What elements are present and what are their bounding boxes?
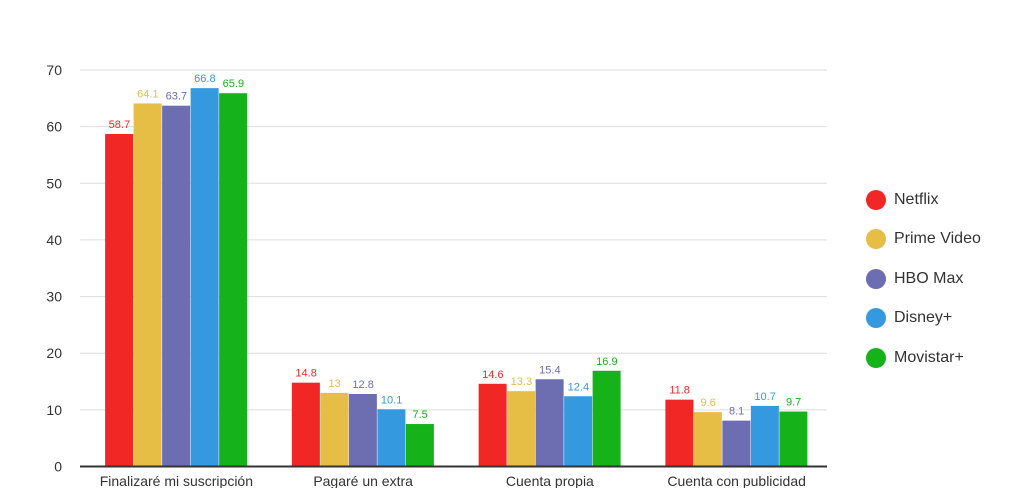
data-label: 12.8	[352, 379, 373, 391]
data-label: 66.8	[194, 73, 215, 85]
data-label: 13.3	[511, 376, 532, 388]
legend-item[interactable]: Netflix	[866, 180, 1016, 220]
legend-swatch	[866, 229, 886, 250]
data-label: 9.6	[700, 397, 715, 409]
bar-netflix	[478, 383, 507, 467]
bar-disney-	[750, 405, 779, 467]
data-label: 7.5	[412, 409, 427, 421]
bar-movistar-	[405, 424, 434, 467]
y-tick-label: 40	[46, 232, 62, 248]
bar-prime-video	[693, 412, 722, 467]
legend-label: HBO Max	[894, 269, 964, 287]
data-label: 14.6	[482, 369, 503, 381]
legend-item[interactable]: Disney+	[866, 299, 1016, 339]
bar-netflix	[665, 399, 694, 467]
bar-movistar-	[219, 93, 248, 467]
legend-swatch	[866, 189, 886, 210]
data-label: 11.8	[669, 385, 690, 397]
data-label: 13	[329, 378, 341, 390]
bar-movistar-	[592, 370, 621, 467]
bar-disney-	[190, 88, 219, 467]
category-label: Cuenta propia	[506, 473, 594, 488]
data-label: 8.1	[729, 406, 744, 418]
legend-item[interactable]: Movistar+	[866, 338, 1016, 378]
y-tick-label: 10	[46, 402, 62, 418]
data-label: 64.1	[137, 88, 158, 100]
data-label: 10.1	[381, 394, 402, 406]
bar-disney-	[564, 396, 593, 467]
data-label: 14.8	[295, 368, 316, 380]
bar-hbo-max	[348, 393, 377, 467]
legend-label: Prime Video	[894, 230, 981, 248]
y-tick-label: 0	[54, 459, 62, 475]
legend-swatch	[866, 308, 886, 329]
legend-label: Movistar+	[894, 348, 964, 366]
bar-netflix	[291, 382, 320, 467]
y-tick-label: 50	[46, 175, 62, 191]
y-tick-label: 60	[46, 119, 62, 135]
legend-item[interactable]: HBO Max	[866, 259, 1016, 299]
data-label: 16.9	[596, 356, 617, 368]
bar-hbo-max	[535, 379, 564, 467]
category-label: Cuenta con publicidad	[667, 473, 806, 488]
data-label: 9.7	[786, 397, 801, 409]
data-label: 58.7	[109, 119, 130, 131]
legend-swatch	[866, 268, 886, 289]
data-label: 63.7	[166, 91, 187, 103]
legend-label: Disney+	[894, 309, 953, 327]
legend-swatch	[866, 347, 886, 368]
bar-hbo-max	[722, 420, 751, 467]
legend-item[interactable]: Prime Video	[866, 220, 1016, 260]
y-tick-label: 20	[46, 345, 62, 361]
data-label: 65.9	[223, 78, 244, 90]
category-label: Finalizaré mi suscripción	[100, 473, 253, 488]
bar-prime-video	[133, 103, 162, 467]
category-label: Pagaré un extra	[313, 473, 413, 488]
data-label: 10.7	[754, 391, 775, 403]
y-tick-label: 30	[46, 289, 62, 305]
data-label: 12.4	[568, 381, 589, 393]
bar-prime-video	[320, 392, 349, 467]
bar-prime-video	[507, 391, 536, 467]
legend: Netflix Prime Video HBO Max Disney+ Movistar…	[866, 180, 1016, 378]
bar-netflix	[105, 134, 134, 467]
bar-hbo-max	[162, 105, 191, 467]
y-tick-label: 70	[46, 62, 62, 78]
bar-disney-	[377, 409, 406, 467]
legend-label: Netflix	[894, 190, 939, 208]
data-label: 15.4	[539, 364, 560, 376]
bar-movistar-	[779, 411, 808, 467]
